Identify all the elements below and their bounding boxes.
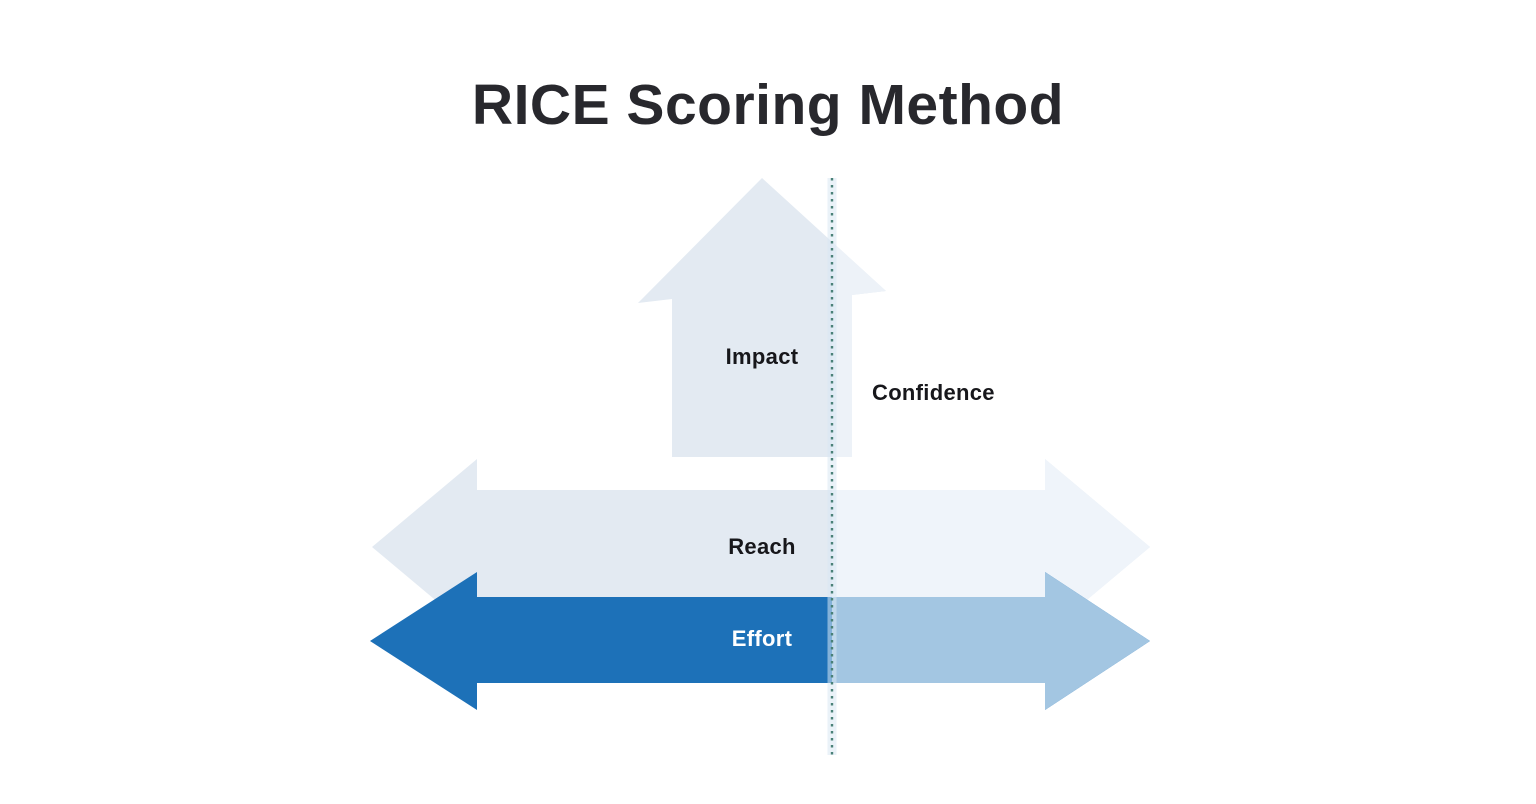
impact-arrow: [638, 178, 886, 457]
effort-label: Effort: [731, 626, 793, 651]
reach-label: Reach: [728, 534, 796, 559]
impact-arrow-right-shape: [832, 241, 886, 457]
effort-arrow: [370, 572, 1150, 710]
effort-arrow-right-shape: [832, 572, 1150, 710]
page-title: RICE Scoring Method: [471, 73, 1065, 137]
impact-arrow-left-shape: [638, 178, 886, 457]
confidence-label: Confidence: [872, 380, 995, 405]
impact-label: Impact: [725, 344, 799, 369]
